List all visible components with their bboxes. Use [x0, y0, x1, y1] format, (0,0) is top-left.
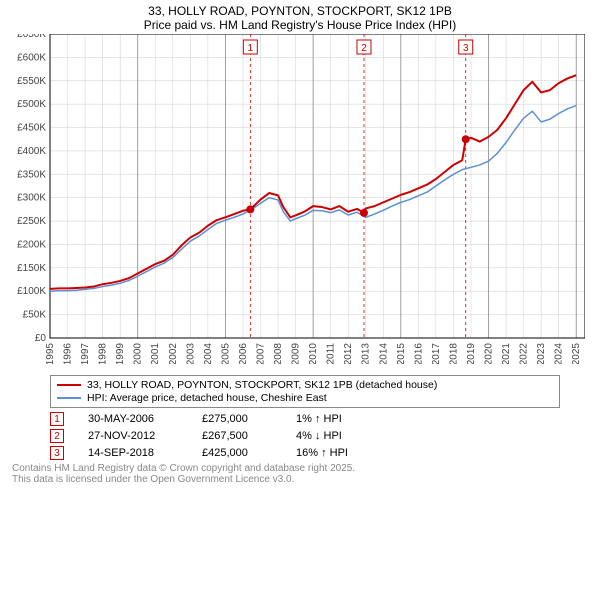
chart-title: 33, HOLLY ROAD, POYNTON, STOCKPORT, SK12…: [0, 0, 600, 18]
svg-text:2: 2: [361, 43, 367, 54]
footer-line1: Contains HM Land Registry data © Crown c…: [12, 463, 590, 474]
svg-text:£50K: £50K: [23, 310, 47, 321]
svg-text:£0: £0: [35, 333, 47, 344]
svg-text:1995: 1995: [45, 343, 56, 364]
footer-line2: This data is licensed under the Open Gov…: [12, 474, 590, 485]
svg-text:£500K: £500K: [17, 99, 46, 110]
svg-text:2007: 2007: [255, 343, 266, 364]
svg-text:2012: 2012: [343, 343, 354, 364]
svg-text:2014: 2014: [378, 343, 389, 364]
svg-text:2002: 2002: [168, 343, 179, 364]
svg-text:£650K: £650K: [17, 34, 46, 40]
transaction-change: 1% ↑ HPI: [296, 413, 376, 425]
chart-subtitle: Price paid vs. HM Land Registry's House …: [0, 18, 600, 34]
transaction-price: £425,000: [202, 447, 272, 459]
svg-text:2010: 2010: [308, 343, 319, 364]
svg-text:2016: 2016: [413, 343, 424, 364]
chart-svg: £0 £50K £100K £150K £200K £250K £300K £350K £400…: [2, 34, 585, 364]
svg-text:2025: 2025: [571, 343, 582, 364]
svg-text:£250K: £250K: [17, 216, 46, 227]
svg-text:2022: 2022: [519, 343, 530, 364]
legend-label: 33, HOLLY ROAD, POYNTON, STOCKPORT, SK12…: [87, 379, 437, 391]
transaction-marker: 1: [50, 412, 64, 426]
svg-text:2003: 2003: [185, 343, 196, 364]
svg-text:2017: 2017: [431, 343, 442, 364]
svg-text:2018: 2018: [448, 343, 459, 364]
svg-text:2023: 2023: [536, 343, 547, 364]
svg-text:2011: 2011: [326, 343, 337, 364]
svg-text:1997: 1997: [80, 343, 91, 364]
svg-text:2006: 2006: [238, 343, 249, 364]
transaction-marker: 2: [50, 429, 64, 443]
svg-text:£350K: £350K: [17, 169, 46, 180]
svg-text:2004: 2004: [203, 343, 214, 364]
svg-text:£150K: £150K: [17, 263, 46, 274]
chart-plot-area: £0 £50K £100K £150K £200K £250K £300K £350K £400…: [2, 34, 600, 369]
transaction-price: £267,500: [202, 430, 272, 442]
legend-swatch: [57, 397, 81, 399]
transaction-date: 14-SEP-2018: [88, 447, 178, 459]
legend-label: HPI: Average price, detached house, Ches…: [87, 392, 327, 404]
transaction-row: 1 30-MAY-2006 £275,000 1% ↑ HPI: [50, 412, 560, 426]
svg-text:£600K: £600K: [17, 52, 46, 63]
chart-container: 33, HOLLY ROAD, POYNTON, STOCKPORT, SK12…: [0, 0, 600, 590]
svg-text:2001: 2001: [150, 343, 161, 364]
legend: 33, HOLLY ROAD, POYNTON, STOCKPORT, SK12…: [50, 375, 560, 408]
svg-text:1998: 1998: [98, 343, 109, 364]
transaction-row: 2 27-NOV-2012 £267,500 4% ↓ HPI: [50, 429, 560, 443]
svg-text:£400K: £400K: [17, 146, 46, 157]
svg-text:£450K: £450K: [17, 123, 46, 134]
svg-text:1996: 1996: [63, 343, 74, 364]
svg-text:1: 1: [248, 43, 254, 54]
svg-text:2024: 2024: [554, 343, 565, 364]
legend-swatch: [57, 384, 81, 386]
svg-text:2008: 2008: [273, 343, 284, 364]
transaction-price: £275,000: [202, 413, 272, 425]
svg-text:2005: 2005: [220, 343, 231, 364]
transaction-marker: 3: [50, 446, 64, 460]
svg-text:£550K: £550K: [17, 76, 46, 87]
svg-text:2013: 2013: [361, 343, 372, 364]
svg-text:2000: 2000: [133, 343, 144, 364]
svg-text:£200K: £200K: [17, 239, 46, 250]
footer-attribution: Contains HM Land Registry data © Crown c…: [12, 463, 590, 485]
legend-item: 33, HOLLY ROAD, POYNTON, STOCKPORT, SK12…: [57, 379, 553, 391]
transaction-change: 4% ↓ HPI: [296, 430, 376, 442]
svg-text:2020: 2020: [484, 343, 495, 364]
legend-item: HPI: Average price, detached house, Ches…: [57, 392, 553, 404]
transaction-row: 3 14-SEP-2018 £425,000 16% ↑ HPI: [50, 446, 560, 460]
svg-text:2009: 2009: [291, 343, 302, 364]
svg-text:2021: 2021: [501, 343, 512, 364]
svg-text:£300K: £300K: [17, 193, 46, 204]
transaction-date: 30-MAY-2006: [88, 413, 178, 425]
svg-text:£100K: £100K: [17, 286, 46, 297]
svg-text:1999: 1999: [115, 343, 126, 364]
transactions-table: 1 30-MAY-2006 £275,000 1% ↑ HPI 2 27-NOV-2012…: [50, 412, 560, 460]
transaction-change: 16% ↑ HPI: [296, 447, 376, 459]
svg-text:3: 3: [463, 43, 469, 54]
svg-text:2015: 2015: [396, 343, 407, 364]
svg-text:2019: 2019: [466, 343, 477, 364]
transaction-date: 27-NOV-2012: [88, 430, 178, 442]
